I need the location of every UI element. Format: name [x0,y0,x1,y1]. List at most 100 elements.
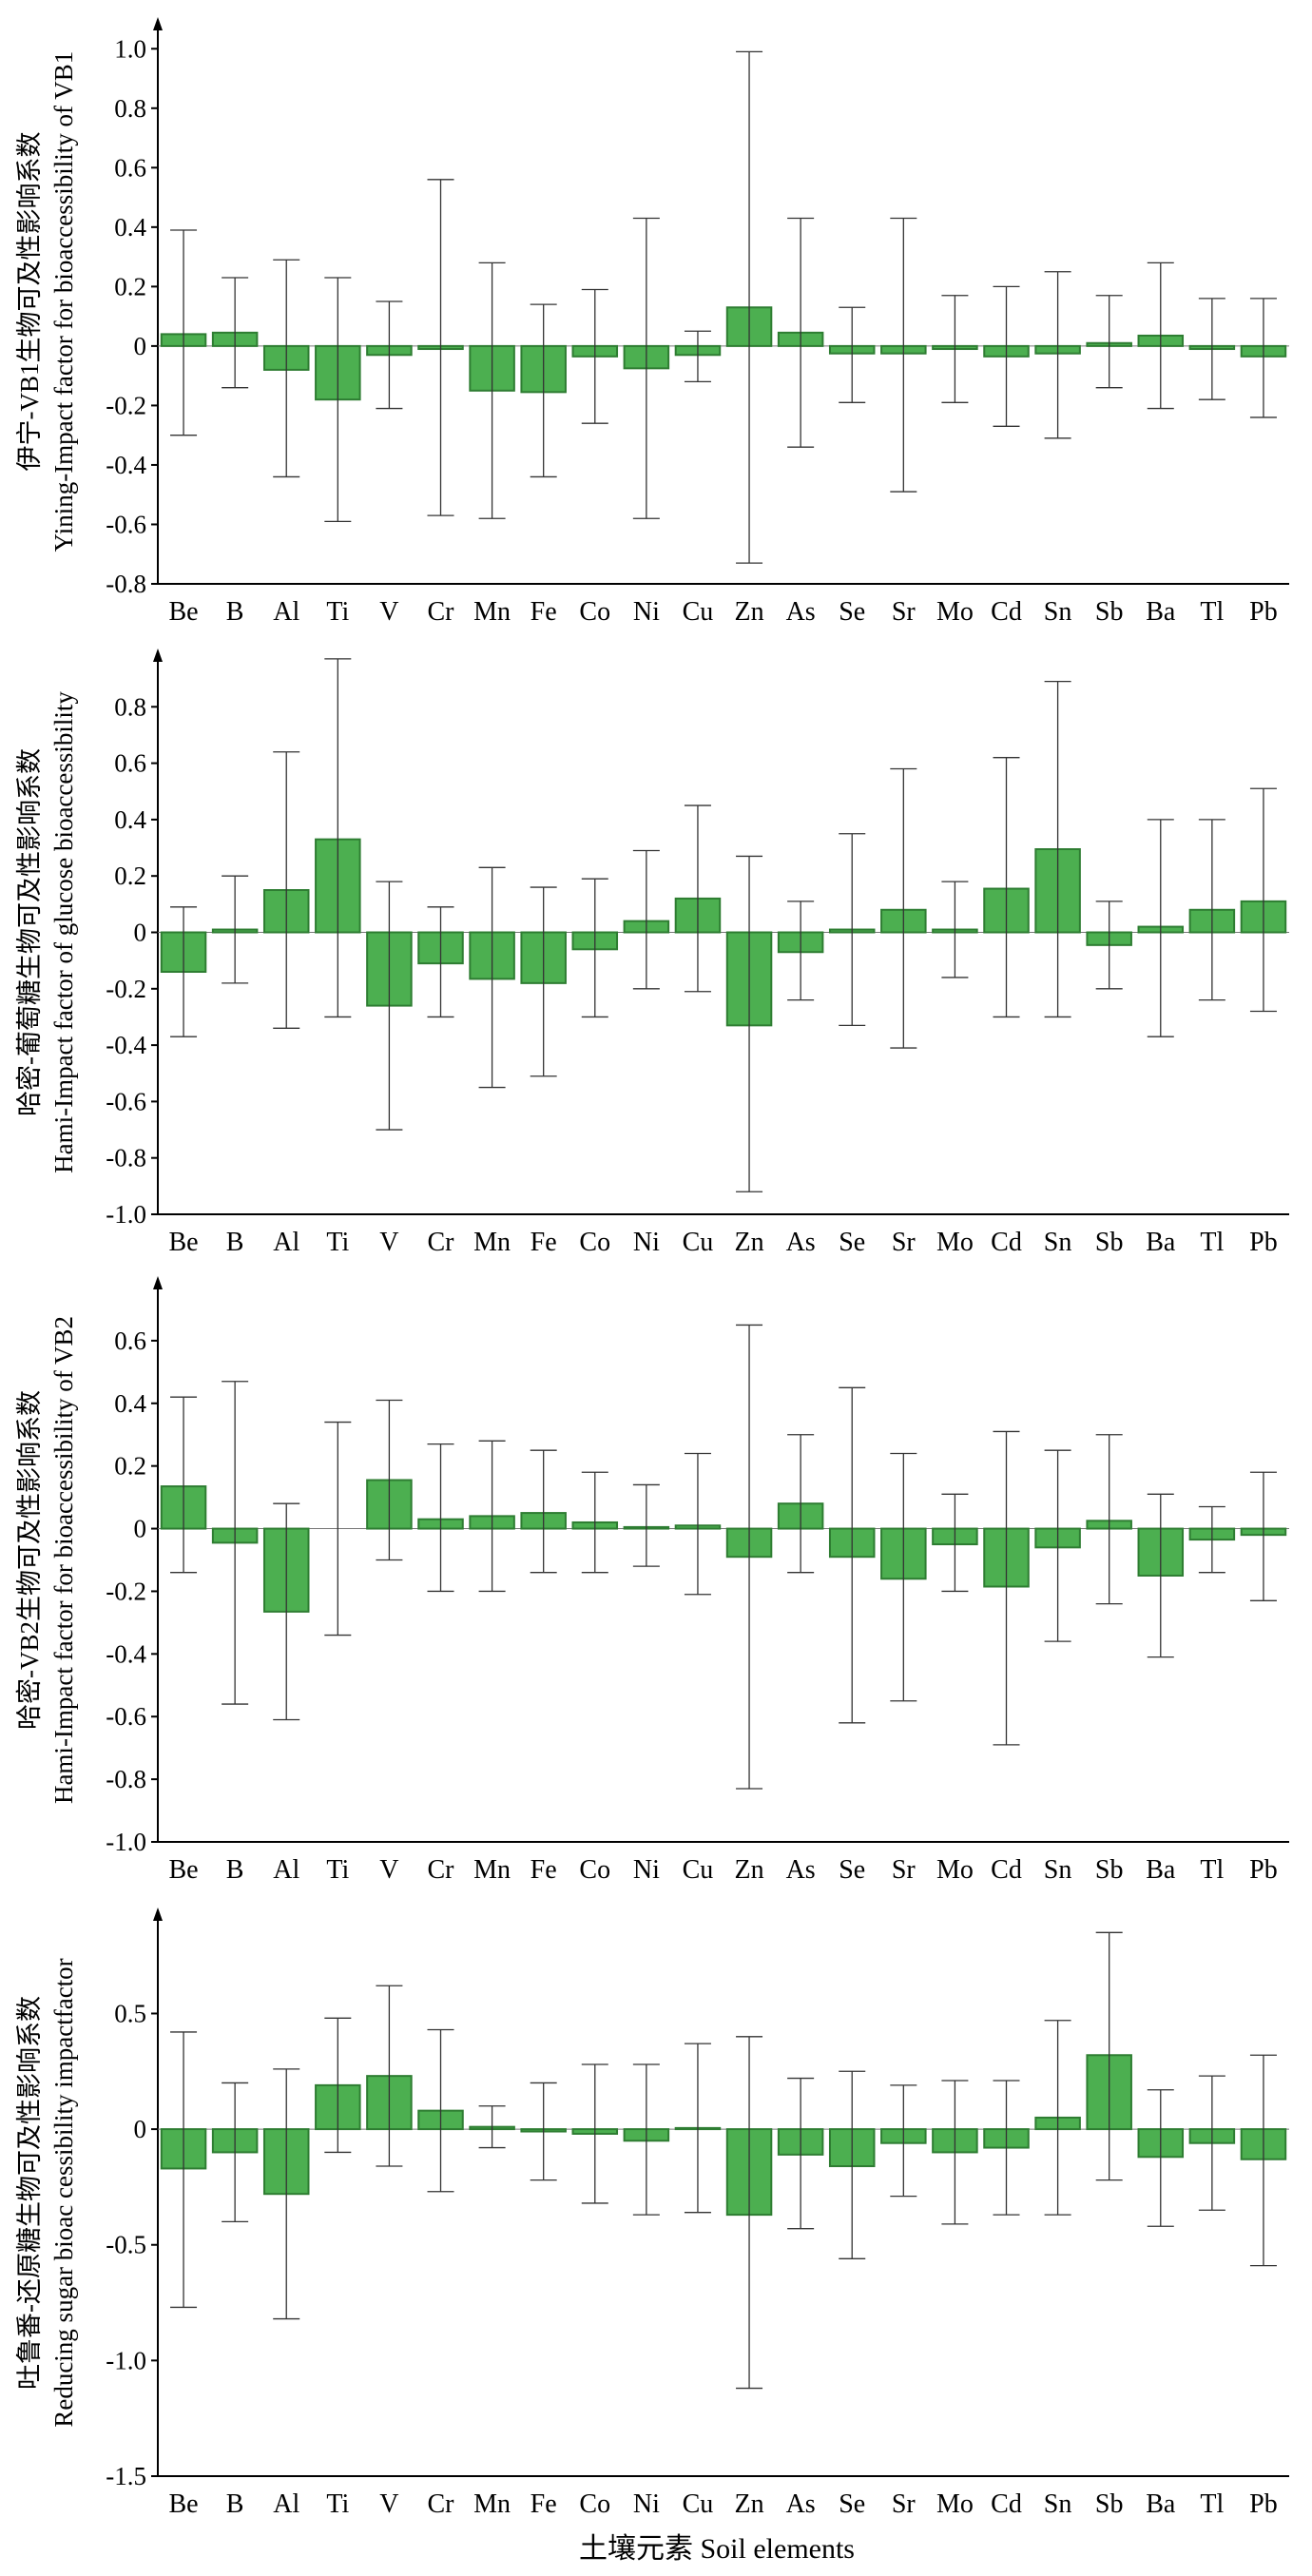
x-tick-label-Pb: Pb [1249,2489,1278,2519]
x-tick-label-As: As [786,1228,816,1257]
y-tick-label: -0.4 [106,1639,146,1668]
x-tick-label-Al: Al [273,2489,299,2519]
x-tick-label-Mn: Mn [473,2489,511,2519]
y-tick-label: 0.2 [114,1452,146,1481]
y-tick-label: 0 [134,1515,147,1543]
y-axis-title-cn: 伊宁-VB1生物可及性影响系数 [15,132,44,472]
y-tick-label: -1.0 [106,1828,146,1856]
x-tick-label-Cd: Cd [991,2489,1022,2519]
x-tick-label-Sn: Sn [1044,597,1072,627]
x-tick-label-B: B [226,597,244,627]
x-tick-label-Ti: Ti [326,597,349,627]
y-tick-label: 0.8 [114,692,146,721]
y-tick-label: 0 [134,919,147,947]
x-tick-label-Ni: Ni [633,1855,660,1885]
x-tick-label-Cd: Cd [991,1855,1022,1885]
x-tick-label-Cu: Cu [683,597,714,627]
x-tick-label-Fe: Fe [531,2489,557,2519]
x-tick-label-Ba: Ba [1146,1228,1176,1257]
x-tick-label-Co: Co [579,1228,610,1257]
y-tick-label: 1.0 [114,34,146,63]
chart-panel-2: 0.8 0.6 0.4 0.2 0 -0.2 -0.4 -0.6 -0.8 -1.0 哈密-葡萄糖生… [15,649,1289,1257]
y-tick-label: -0.5 [106,2231,146,2259]
x-tick-label-Zn: Zn [734,1228,763,1257]
x-tick-label-Sr: Sr [892,597,916,627]
x-tick-label-Co: Co [579,2489,610,2519]
x-tick-label-Se: Se [839,2489,865,2519]
y-tick-label: 0.4 [114,805,146,834]
x-tick-label-Cr: Cr [428,1855,455,1885]
y-tick-label: 0.8 [114,94,146,123]
x-tick-label-Mo: Mo [936,1228,974,1257]
x-tick-label-Ti: Ti [326,1855,349,1885]
x-tick-label-Ti: Ti [326,2489,349,2519]
y-tick-label: -0.2 [106,1577,146,1605]
x-tick-label-Zn: Zn [734,1855,763,1885]
y-axis-arrow [153,1908,163,1921]
y-tick-label: 0.4 [114,1389,146,1418]
x-tick-label-Al: Al [273,1855,299,1885]
y-axis-title-en: Hami-Impact factor for bioaccessibility … [49,1316,78,1804]
x-tick-label-Pb: Pb [1249,1228,1278,1257]
y-axis-title-cn: 哈密-葡萄糖生物可及性影响系数 [15,748,44,1116]
y-axis-title-cn: 哈密-VB2生物可及性影响系数 [15,1390,44,1730]
x-tick-label-Fe: Fe [531,597,557,627]
x-tick-label-Cr: Cr [428,2489,455,2519]
y-tick-label: 0.6 [114,749,146,778]
chart-panel-1: 1.0 0.8 0.6 0.4 0.2 0 -0.2 -0.4 -0.6 -0.8 伊宁-VB1生物… [15,17,1289,627]
x-tick-label-Be: Be [168,2489,198,2519]
y-axis-arrow [153,649,163,662]
y-tick-label: -0.8 [106,1765,146,1793]
x-tick-label-V: V [379,597,398,627]
x-tick-label-Se: Se [839,597,865,627]
x-tick-label-Sb: Sb [1095,1228,1124,1257]
y-tick-label: -0.2 [106,975,146,1003]
x-tick-label-Ni: Ni [633,2489,660,2519]
x-tick-label-Tl: Tl [1200,1855,1224,1885]
x-tick-label-Be: Be [168,1228,198,1257]
y-tick-label: -0.4 [106,451,146,479]
x-tick-label-Mo: Mo [936,597,974,627]
y-tick-label: 0.5 [114,1999,146,2027]
x-tick-label-As: As [786,597,816,627]
x-tick-label-Ni: Ni [633,597,660,627]
x-tick-label-Tl: Tl [1200,1228,1224,1257]
x-tick-label-Sn: Sn [1044,1228,1072,1257]
x-tick-label-Sb: Sb [1095,597,1124,627]
x-tick-label-Ba: Ba [1146,2489,1176,2519]
y-axis-title-en: Reducing sugar bioac cessibility impactf… [49,1958,78,2427]
x-tick-label-Cd: Cd [991,597,1022,627]
x-tick-label-Cd: Cd [991,1228,1022,1257]
x-tick-label-Al: Al [273,1228,299,1257]
x-tick-label-Pb: Pb [1249,1855,1278,1885]
y-tick-label: 0 [134,2115,147,2143]
x-tick-label-Fe: Fe [531,1228,557,1257]
x-tick-label-V: V [379,2489,398,2519]
y-tick-label: 0 [134,332,147,360]
y-tick-label: -0.4 [106,1031,146,1059]
y-axis-title-cn: 吐鲁番-还原糖生物可及性影响系数 [15,1996,44,2390]
x-tick-label-Mo: Mo [936,1855,974,1885]
x-tick-label-Al: Al [273,597,299,627]
x-tick-label-Mn: Mn [473,1855,511,1885]
x-tick-label-Zn: Zn [734,2489,763,2519]
y-tick-label: -1.0 [106,1200,146,1229]
x-tick-label-Sn: Sn [1044,2489,1072,2519]
x-tick-label-B: B [226,1228,244,1257]
x-tick-label-As: As [786,2489,816,2519]
y-tick-label: 0.6 [114,1327,146,1355]
x-tick-label-Cu: Cu [683,1855,714,1885]
x-tick-label-Be: Be [168,597,198,627]
y-tick-label: 0.2 [114,862,146,890]
x-tick-label-Fe: Fe [531,1855,557,1885]
y-tick-label: 0.4 [114,213,146,242]
x-tick-label-Cr: Cr [428,597,455,627]
x-tick-label-B: B [226,1855,244,1885]
x-tick-label-Sb: Sb [1095,1855,1124,1885]
x-tick-label-Cu: Cu [683,1228,714,1257]
y-tick-label: -0.8 [106,570,146,598]
chart-panel-4: 0.5 0 -0.5 -1.0 -1.5 吐鲁番-还原糖生物可及性影响系数 Reducing… [15,1908,1289,2519]
x-tick-label-Co: Co [579,1855,610,1885]
x-axis-title: 土壤元素 Soil elements [579,2533,855,2565]
